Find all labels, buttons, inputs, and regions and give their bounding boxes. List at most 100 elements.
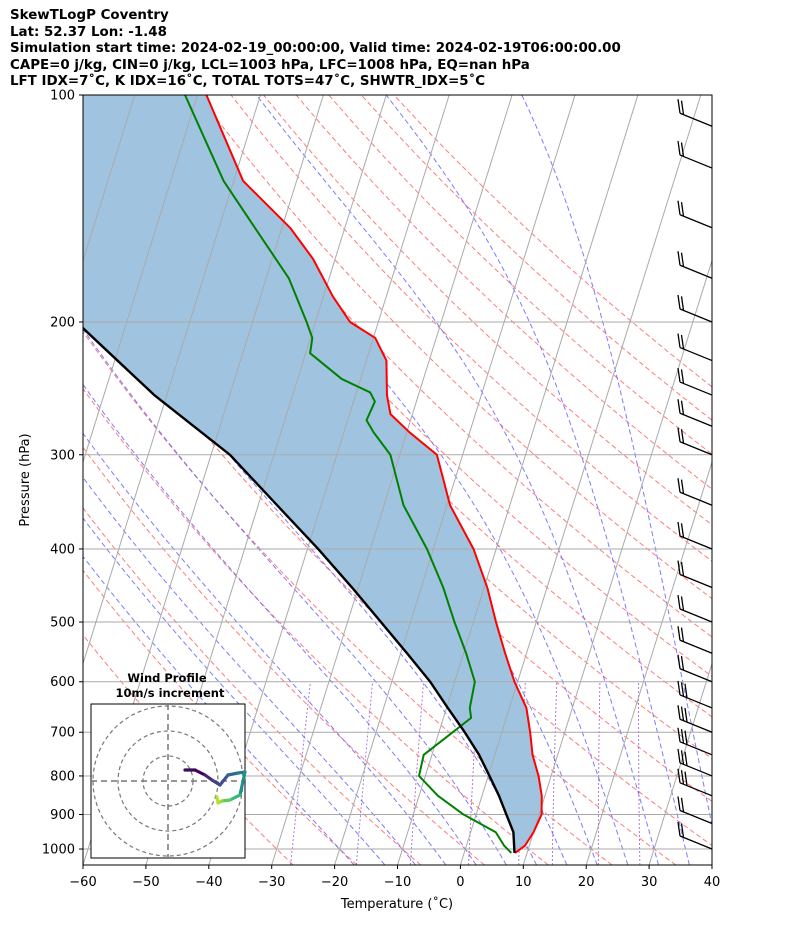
barb-flag [677, 560, 681, 575]
x-tick-label: −60 [69, 875, 96, 890]
hodograph-segment [226, 771, 240, 777]
wind-barb [677, 705, 713, 733]
isotherm [459, 95, 702, 865]
x-tick-label: 20 [578, 875, 595, 890]
barb-shaft [679, 718, 713, 733]
wind-barb [677, 427, 713, 456]
barb-flag [680, 750, 685, 765]
barb-flag [677, 521, 681, 537]
moist-adiabat [385, 95, 690, 865]
barb-flag [684, 683, 688, 698]
wind-barb [677, 748, 713, 777]
wind-barb [677, 367, 713, 396]
wind-profile-inset: Wind Profile 10m/s increment [90, 671, 247, 859]
y-tick-label: 300 [50, 448, 75, 463]
isotherm [585, 460, 712, 865]
location-line: Lat: 52.37 Lon: -1.48 [10, 24, 167, 40]
mixing-ratio-line [638, 681, 641, 865]
mixing-ratio-line [409, 681, 424, 865]
barb-flag [684, 751, 688, 766]
isotherm [522, 258, 712, 865]
isotherm [83, 95, 136, 263]
mixing-ratio-line [290, 681, 311, 865]
wind-barb [677, 768, 713, 797]
barb-flag [677, 478, 681, 493]
wind-barb [677, 680, 713, 709]
isotherm [334, 95, 576, 865]
barb-flag [680, 100, 685, 115]
barb-flag [677, 748, 681, 764]
wind-barb [677, 796, 713, 825]
barb-shaft [679, 112, 713, 127]
y-tick-label: 400 [50, 542, 75, 557]
barb-flag [680, 369, 685, 384]
barb-flag [680, 561, 685, 577]
isotherm [0, 95, 9, 865]
moist-adiabat [521, 95, 712, 828]
wind-barb [677, 99, 713, 127]
barb-shaft [679, 608, 713, 623]
barb-flag [680, 142, 685, 157]
barb-flag [677, 200, 681, 215]
barb-flag [680, 400, 685, 415]
mixing-ratio-line [551, 681, 558, 865]
isotherm [271, 95, 513, 865]
mixing-ratio-line [355, 681, 374, 865]
barb-shaft [679, 762, 713, 777]
barb-flag [684, 707, 688, 723]
isotherm [711, 863, 712, 865]
y-tick-label: 700 [50, 726, 75, 741]
hodograph-segment [228, 793, 242, 802]
profile-lines [83, 95, 543, 854]
barb-flag [677, 796, 681, 811]
wind-barb [677, 594, 713, 623]
barb-shaft [679, 694, 713, 709]
index-line: LFT IDX=7˚C, K IDX=16˚C, TOTAL TOTS=47˚C… [10, 74, 486, 89]
dry-adiabat [230, 95, 712, 562]
x-tick-label: −40 [195, 875, 222, 890]
dry-adiabat [132, 95, 712, 678]
barb-flag [677, 680, 681, 696]
y-axis-label: Pressure (hPa) [18, 433, 33, 526]
barb-flag [680, 706, 685, 721]
isotherm [83, 95, 261, 666]
temperature-line [205, 95, 543, 854]
moist-adiabat [83, 328, 507, 865]
barb-shaft [679, 308, 713, 323]
barb-flag [677, 427, 681, 442]
axes: −60 −50 −40 −30 −20 −10 0 10 20 30 40 100 200 300 400 5… [42, 89, 720, 891]
barb-shaft [679, 441, 713, 456]
wind-barb [677, 251, 713, 279]
cape-area [83, 95, 542, 853]
wind-barb [677, 294, 713, 323]
barb-shaft [679, 412, 713, 427]
barb-flag [680, 729, 685, 744]
barb-flag [677, 399, 681, 414]
x-tick-label: 10 [515, 875, 532, 890]
moist-adiabat [157, 95, 629, 865]
y-tick-label: 500 [50, 616, 75, 631]
y-tick-label: 800 [50, 769, 75, 784]
barb-flag [680, 479, 685, 494]
barb-flag [677, 821, 681, 837]
wind-barb [677, 140, 713, 169]
time-line: Simulation start time: 2024-02-19_00:00:… [10, 41, 621, 56]
barb-shaft [679, 346, 713, 362]
barb-flag [677, 140, 681, 156]
barb-flag [677, 99, 681, 114]
isotherm [83, 95, 199, 464]
wind-barb [677, 626, 713, 654]
barb-flag [684, 730, 688, 745]
dry-adiabat [295, 95, 712, 490]
isotherm [397, 95, 639, 865]
barb-flag [680, 429, 685, 444]
wind-barb [677, 654, 713, 683]
wind-barb [677, 821, 713, 850]
dry-adiabat [83, 387, 549, 865]
barb-shaft [679, 835, 713, 850]
barb-shaft [679, 668, 713, 683]
x-axis-label: Temperature (˚C) [340, 896, 453, 912]
y-tick-label: 200 [50, 315, 75, 330]
wind-barb [677, 478, 713, 506]
